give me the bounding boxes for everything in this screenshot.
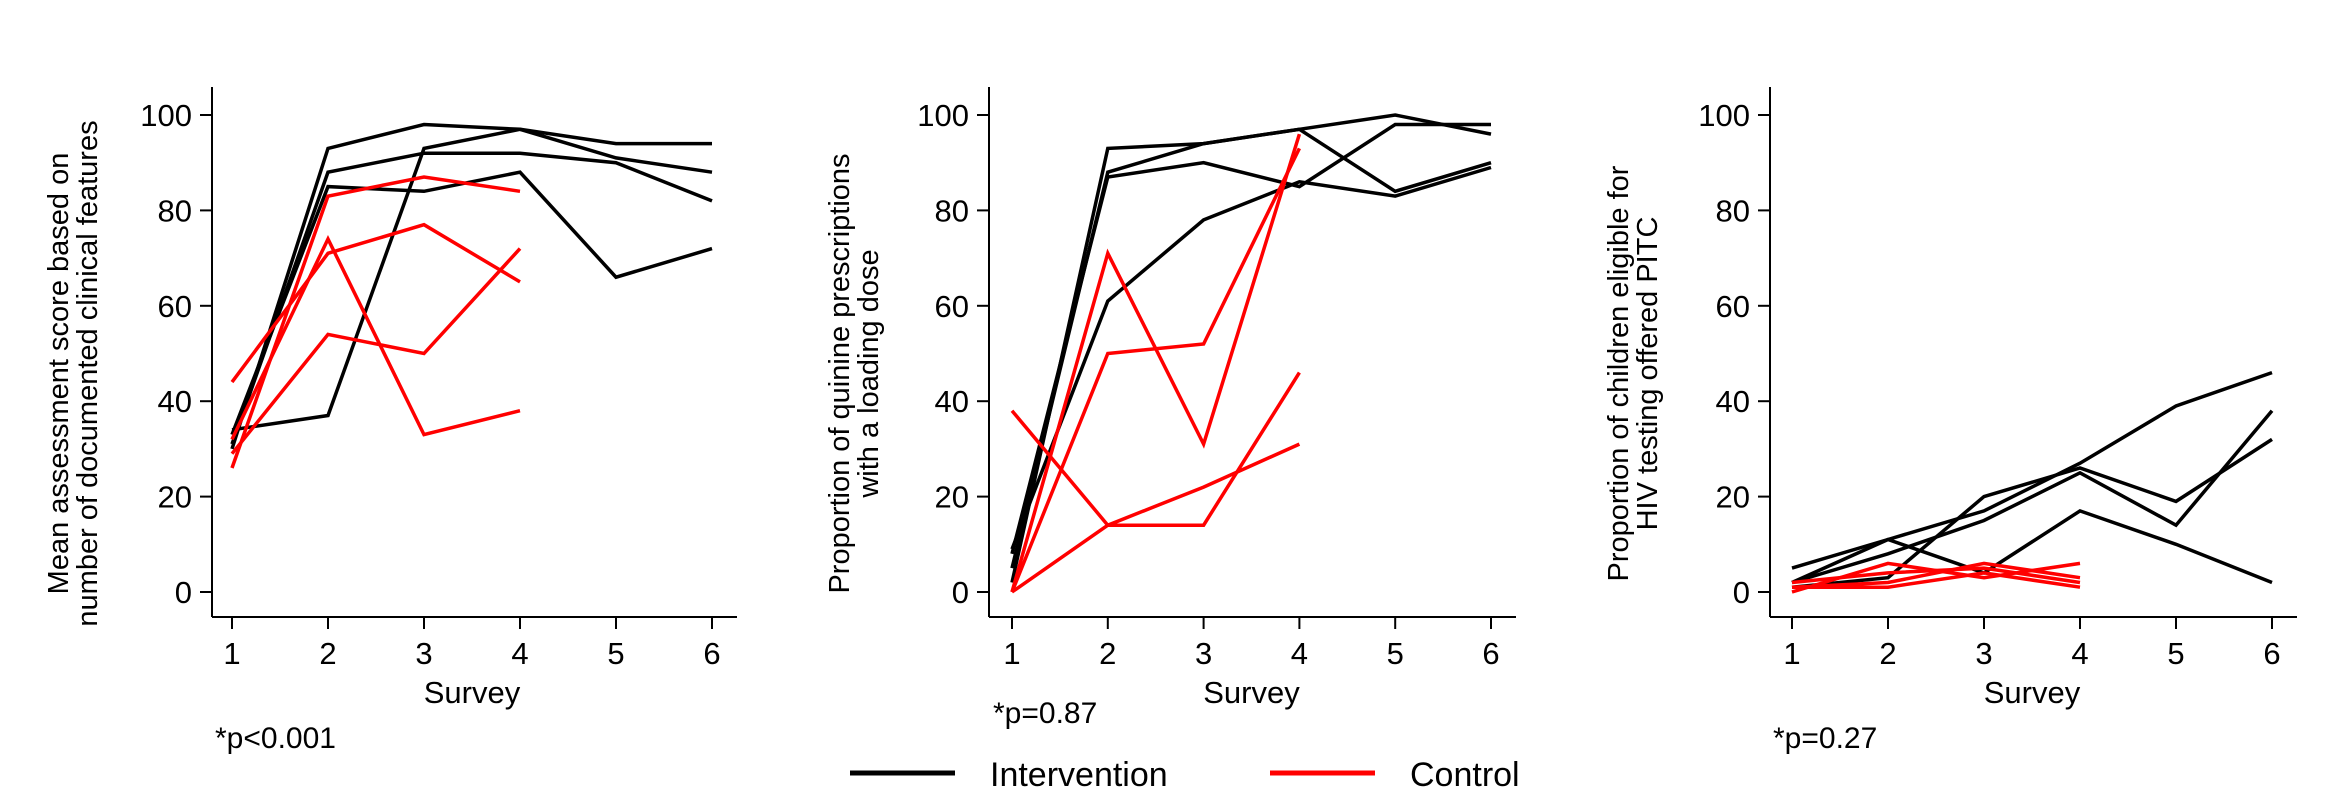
x-tick-label: 4	[511, 636, 528, 671]
y-tick-label: 80	[935, 193, 969, 228]
series-line-control	[230, 234, 521, 441]
y-axis-label-line-1: Proportion of quinine prescriptions	[824, 153, 856, 593]
x-tick-label: 1	[1003, 636, 1020, 671]
y-tick-label: 100	[140, 98, 192, 133]
series-line-control	[230, 222, 521, 384]
series-line-intervention	[1010, 165, 1492, 550]
legend-label-intervention: Intervention	[990, 756, 1168, 794]
series-line-intervention	[1010, 122, 1491, 555]
y-tick-label: 0	[175, 575, 192, 610]
x-tick-label: 2	[1099, 636, 1116, 671]
p-value-note: *p<0.001	[215, 722, 336, 755]
chart-panel-2: 0 20 40 60 80 100 1 2 3 4 5 6 Survey Proportion of qu…	[824, 87, 1516, 730]
y-tick-label: 0	[1733, 575, 1750, 610]
x-tick-label: 4	[1291, 636, 1308, 671]
series-line-control	[1792, 571, 2081, 589]
x-axis-label: Survey	[1203, 675, 1300, 710]
p-value-note: *p=0.87	[993, 697, 1097, 730]
x-tick-label: 5	[2167, 636, 2184, 671]
legend-label-control: Control	[1410, 756, 1520, 794]
series-line-intervention	[230, 170, 713, 436]
y-tick-label: 20	[158, 480, 192, 515]
chart-panel-1: 0 20 40 60 80 100 1 2 3 4 5 6 Survey Mean assessment …	[43, 87, 737, 755]
y-axis-label-line-2: with a loading dose	[853, 249, 885, 498]
y-tick-label: 20	[1716, 480, 1750, 515]
y-axis-label-line-2: number of documented clinical features	[72, 120, 104, 626]
y-tick-label: 80	[158, 193, 192, 228]
x-tick-label: 5	[607, 636, 624, 671]
series-line-intervention	[230, 122, 712, 450]
y-tick-label: 60	[935, 289, 969, 324]
x-axis-label: Survey	[424, 675, 521, 710]
y-tick-label: 100	[1698, 98, 1750, 133]
y-tick-label: 100	[917, 98, 969, 133]
x-tick-label: 4	[2071, 636, 2088, 671]
series-line-intervention	[231, 127, 713, 432]
series-line-intervention	[230, 151, 713, 445]
x-tick-label: 6	[1482, 636, 1499, 671]
x-tick-label: 3	[1975, 636, 1992, 671]
chart-panel-3: 0 20 40 60 80 100 1 2 3 4 5 6 Survey Proportion of ch…	[1603, 87, 2297, 755]
series-line-intervention	[1791, 370, 2273, 570]
x-tick-label: 5	[1387, 636, 1404, 671]
p-value-note: *p=0.27	[1773, 722, 1877, 755]
series-line-intervention	[1791, 508, 2273, 585]
y-tick-label: 40	[1716, 384, 1750, 419]
y-axis-label-line-1: Proportion of children eligible for	[1603, 165, 1635, 581]
series-line-intervention	[1791, 409, 2274, 585]
series-line-control	[1010, 147, 1301, 593]
y-tick-label: 60	[1716, 289, 1750, 324]
x-tick-label: 6	[2263, 636, 2280, 671]
legend: Intervention Control	[850, 756, 1520, 794]
x-axis-label: Survey	[1984, 675, 2081, 710]
x-tick-label: 3	[1195, 636, 1212, 671]
x-tick-label: 3	[415, 636, 432, 671]
y-axis-label-line-2: HIV testing offered PITC	[1632, 217, 1664, 531]
x-tick-label: 1	[223, 636, 240, 671]
series-line-control	[1791, 566, 2081, 585]
y-tick-label: 20	[935, 480, 969, 515]
y-tick-label: 40	[935, 384, 969, 419]
y-axis-label-line-1: Mean assessment score based on	[43, 153, 75, 595]
x-tick-label: 2	[319, 636, 336, 671]
y-tick-label: 80	[1716, 193, 1750, 228]
x-tick-label: 2	[1879, 636, 1896, 671]
y-tick-label: 60	[158, 289, 192, 324]
series-line-control	[230, 247, 522, 455]
series-line-control	[230, 175, 521, 469]
x-tick-label: 6	[703, 636, 720, 671]
x-tick-label: 1	[1783, 636, 1800, 671]
series-line-control	[1010, 371, 1301, 527]
series-line-control	[1791, 561, 2081, 589]
series-line-control	[1010, 442, 1301, 594]
y-tick-label: 0	[952, 575, 969, 610]
series-line-control	[1010, 133, 1302, 593]
y-tick-label: 40	[158, 384, 192, 419]
series-line-intervention	[1010, 127, 1492, 569]
series-line-intervention	[1791, 437, 2273, 589]
